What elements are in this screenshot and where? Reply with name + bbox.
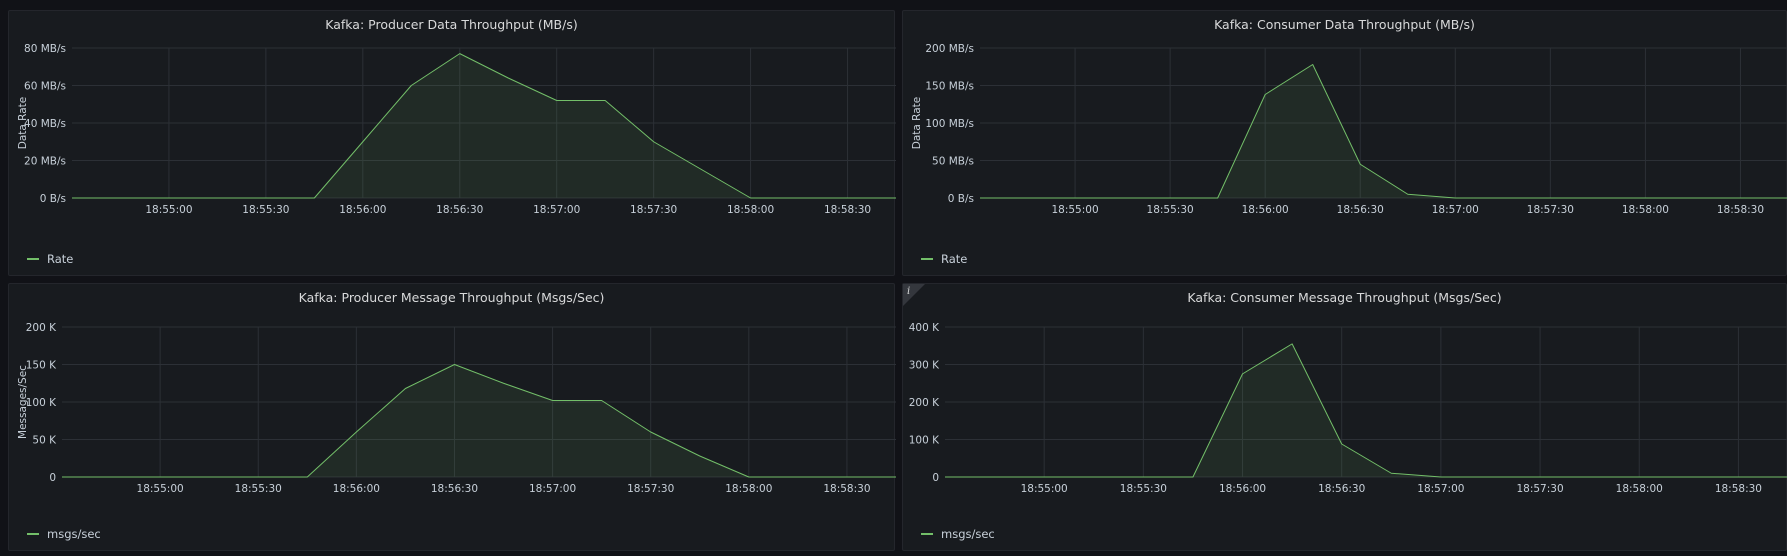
series-line: [980, 64, 1787, 199]
x-tick-label: 18:58:30: [823, 483, 870, 495]
legend-label: Rate: [47, 252, 74, 266]
x-tick-label: 18:57:00: [1432, 204, 1479, 216]
chart-consumer-msgs: 0 100 K 200 K 300 K 400 K 18:55:00 18:55:30 18:…: [909, 322, 1787, 495]
x-tick-label: 18:57:00: [1417, 483, 1464, 495]
series-line: [72, 53, 896, 199]
info-corner[interactable]: [903, 284, 925, 306]
chart-producer-msgs: 0 50 K 100 K 150 K 200 K 18:55:00 18:55:30 18:5…: [17, 322, 896, 495]
series-area: [62, 364, 896, 477]
legend[interactable]: Rate: [921, 252, 967, 266]
panel-title[interactable]: Kafka: Consumer Message Throughput (Msgs…: [1187, 290, 1502, 305]
panel-consumer-message-throughput[interactable]: i Kafka: Consumer Message Throughput (Ms…: [902, 283, 1787, 551]
legend-label: Rate: [941, 252, 968, 266]
y-tick-label: 300 K: [909, 360, 940, 372]
legend[interactable]: Rate: [27, 252, 73, 266]
x-tick-label: 18:55:00: [1051, 204, 1098, 216]
series-line: [62, 364, 896, 478]
panel-producer-message-throughput[interactable]: Kafka: Producer Message Throughput (Msgs…: [8, 283, 896, 551]
y-tick-label: 100 K: [26, 397, 57, 409]
legend-swatch: [921, 258, 933, 260]
x-tick-label: 18:56:00: [1242, 204, 1289, 216]
panel-consumer-data-throughput[interactable]: Kafka: Consumer Data Throughput (MB/s) 0…: [902, 10, 1787, 276]
y-tick-label: 50 K: [32, 435, 57, 447]
x-tick-label: 18:57:30: [630, 204, 677, 216]
legend[interactable]: msgs/sec: [921, 527, 995, 541]
legend-swatch: [27, 258, 39, 260]
x-tick-label: 18:55:00: [145, 204, 192, 216]
y-axis-label: Messages/Sec: [17, 365, 29, 439]
series-line: [945, 343, 1787, 478]
panel-title[interactable]: Kafka: Consumer Data Throughput (MB/s): [1214, 17, 1475, 32]
series-area: [72, 53, 896, 198]
chart-producer-data: 0 B/s 20 MB/s 40 MB/s 60 MB/s 80 MB/s 18:55:0…: [17, 43, 896, 216]
x-tick-label: 18:58:00: [725, 483, 772, 495]
x-tick-label: 18:56:00: [339, 204, 386, 216]
series-area: [980, 64, 1787, 198]
y-tick-label: 0 B/s: [40, 193, 66, 205]
y-tick-label: 200 K: [909, 397, 940, 409]
info-icon[interactable]: i: [907, 286, 911, 297]
y-tick-label: 150 K: [26, 360, 57, 372]
x-tick-label: 18:58:00: [1616, 483, 1663, 495]
x-tick-label: 18:57:30: [627, 483, 674, 495]
x-tick-label: 18:56:30: [436, 204, 483, 216]
chart-consumer-data: 0 B/s 50 MB/s 100 MB/s 150 MB/s 200 MB/s 18:5…: [911, 43, 1787, 216]
y-tick-label: 0: [49, 472, 56, 484]
x-tick-label: 18:56:00: [1219, 483, 1266, 495]
legend-swatch: [921, 533, 933, 535]
x-tick-label: 18:56:30: [1318, 483, 1365, 495]
y-axis-label: Data Rate: [17, 97, 29, 150]
x-tick-label: 18:55:30: [1147, 204, 1194, 216]
y-tick-label: 150 MB/s: [925, 81, 974, 93]
legend-label: msgs/sec: [47, 527, 101, 541]
panel-title[interactable]: Kafka: Producer Data Throughput (MB/s): [325, 17, 578, 32]
x-tick-label: 18:58:00: [727, 204, 774, 216]
y-axis-label: Data Rate: [911, 97, 923, 150]
x-tick-label: 18:56:30: [1337, 204, 1384, 216]
x-tick-label: 18:56:00: [333, 483, 380, 495]
y-tick-label: 200 MB/s: [925, 43, 974, 55]
panel-title[interactable]: Kafka: Producer Message Throughput (Msgs…: [298, 290, 605, 305]
x-tick-label: 18:58:30: [1715, 483, 1762, 495]
x-tick-label: 18:55:00: [1021, 483, 1068, 495]
y-tick-label: 40 MB/s: [24, 118, 66, 130]
x-tick-label: 18:55:30: [1120, 483, 1167, 495]
x-tick-label: 18:55:30: [235, 483, 282, 495]
y-tick-label: 80 MB/s: [24, 43, 66, 55]
legend-label: msgs/sec: [941, 527, 995, 541]
panel-producer-data-throughput[interactable]: Kafka: Producer Data Throughput (MB/s) 0…: [8, 10, 896, 276]
y-tick-label: 400 K: [909, 322, 940, 334]
x-tick-label: 18:57:30: [1527, 204, 1574, 216]
y-tick-label: 0: [932, 472, 939, 484]
x-tick-label: 18:57:00: [533, 204, 580, 216]
y-tick-label: 50 MB/s: [932, 156, 974, 168]
y-tick-label: 200 K: [26, 322, 57, 334]
x-tick-label: 18:58:00: [1622, 204, 1669, 216]
x-tick-label: 18:58:30: [824, 204, 871, 216]
x-tick-label: 18:58:30: [1717, 204, 1764, 216]
y-tick-label: 0 B/s: [948, 193, 974, 205]
legend[interactable]: msgs/sec: [27, 527, 101, 541]
x-tick-label: 18:56:30: [431, 483, 478, 495]
series-area: [945, 343, 1787, 477]
x-tick-label: 18:57:30: [1516, 483, 1563, 495]
y-tick-label: 100 K: [909, 435, 940, 447]
x-tick-label: 18:55:00: [137, 483, 184, 495]
x-tick-label: 18:55:30: [242, 204, 289, 216]
y-tick-label: 20 MB/s: [24, 156, 66, 168]
legend-swatch: [27, 533, 39, 535]
x-tick-label: 18:57:00: [529, 483, 576, 495]
y-tick-label: 60 MB/s: [24, 81, 66, 93]
y-tick-label: 100 MB/s: [925, 118, 974, 130]
